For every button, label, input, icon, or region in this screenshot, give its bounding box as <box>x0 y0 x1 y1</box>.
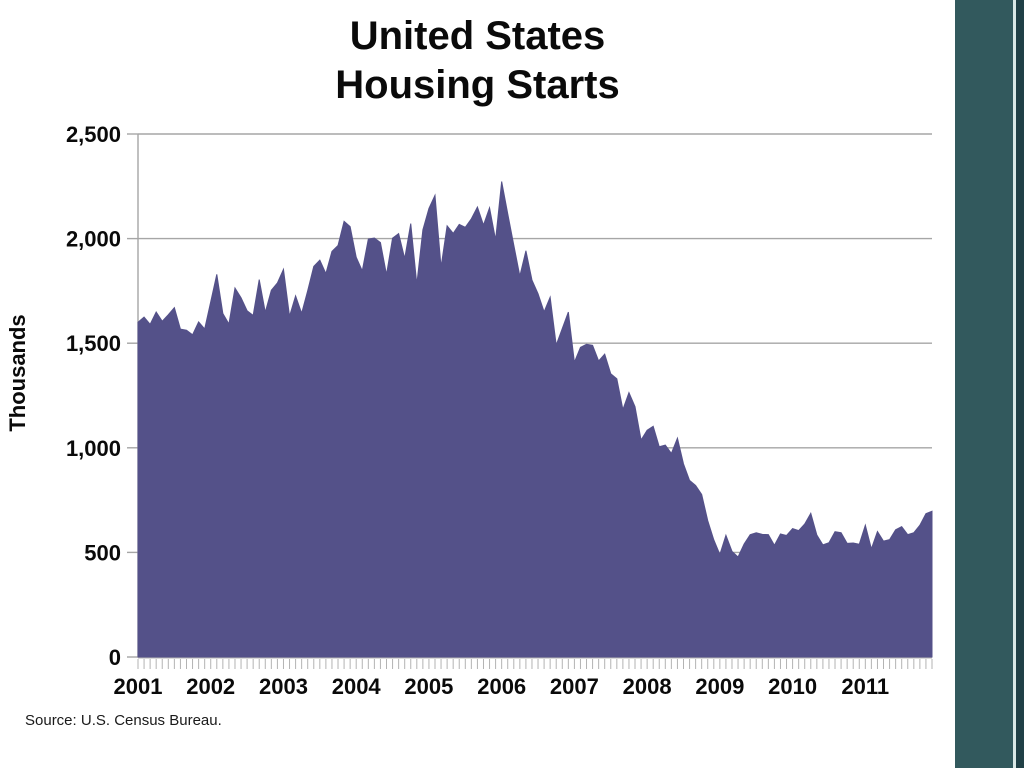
slide-sidebar-edge <box>1016 0 1024 768</box>
x-tick-label: 2006 <box>477 674 526 699</box>
y-tick-label: 1,500 <box>66 331 121 356</box>
x-tick-label: 2002 <box>186 674 235 699</box>
y-tick-label: 0 <box>109 645 121 670</box>
area-series <box>137 181 933 658</box>
y-tick-label: 500 <box>84 540 121 565</box>
source-note: Source: U.S. Census Bureau. <box>25 712 222 729</box>
x-tick-label: 2008 <box>623 674 672 699</box>
x-tick-label: 2004 <box>332 674 382 699</box>
y-tick-label: 2,000 <box>66 227 121 252</box>
x-tick-label: 2003 <box>259 674 308 699</box>
chart-title-line2: Housing Starts <box>335 62 620 107</box>
y-tick-label: 2,500 <box>66 122 121 147</box>
x-tick-label: 2009 <box>695 674 744 699</box>
y-tick-label: 1,000 <box>66 436 121 461</box>
x-tick-label: 2010 <box>768 674 817 699</box>
slide-sidebar-accent <box>955 0 1013 768</box>
chart-title: United States Housing Starts <box>0 12 955 110</box>
x-tick-label: 2001 <box>114 674 163 699</box>
slide-sidebar-divider <box>1013 0 1016 768</box>
x-tick-label: 2005 <box>404 674 453 699</box>
x-tick-label: 2007 <box>550 674 599 699</box>
x-tick-label: 2011 <box>841 674 889 699</box>
chart-title-line1: United States <box>349 14 606 58</box>
